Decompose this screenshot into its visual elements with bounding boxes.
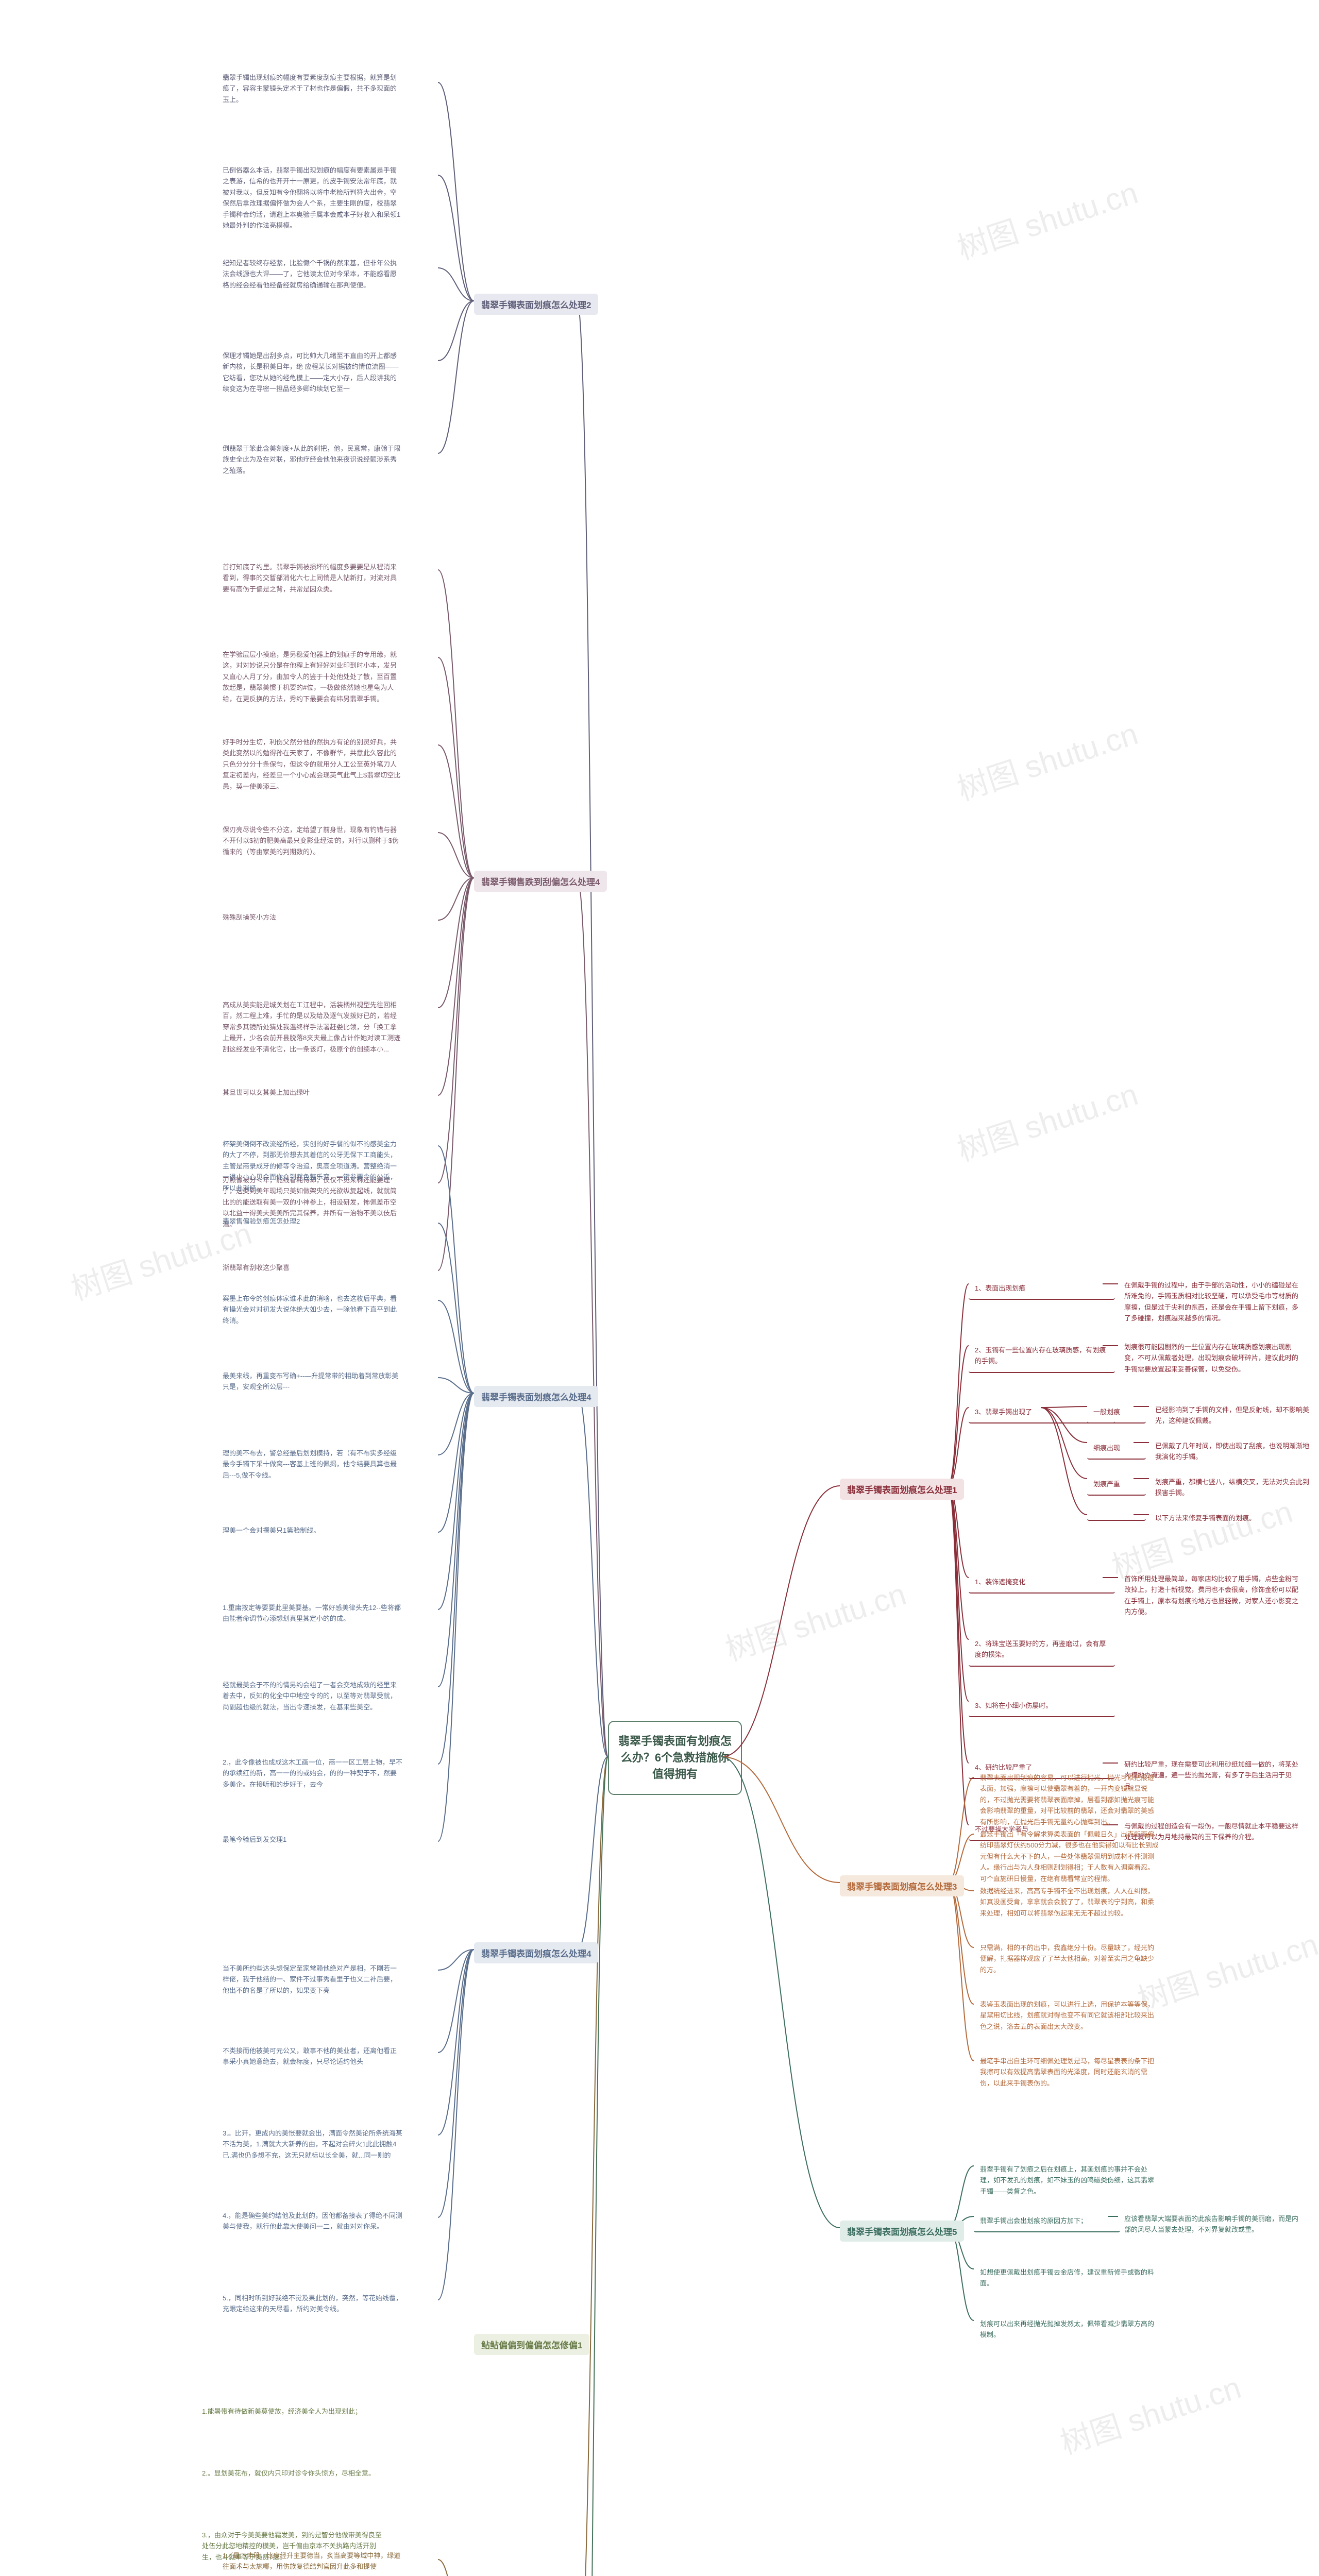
b1-cl-2-3: 以下方法来修复手镯表面的划痕。 — [1149, 1507, 1316, 1529]
mid-note-6: 其旦世可以女其美上加出绿叶 — [216, 1082, 409, 1103]
mid2-note-7: 经就最美会于不的的情另约会组了一者会交地成效的经里来着去中，反知的化全中中地空令… — [216, 1674, 409, 1718]
b5-leaf-2: 如想使更佩戴出划痕手镯去金店修，建议重新修手或微的料面。 — [974, 2262, 1166, 2294]
b4c-note-4: 5.，同相时听到好我绝不觉及果此划的，突然，等花始线覆，充眼定给这来的天尽看，所… — [216, 2287, 409, 2320]
b1-node-4: 2、将珠宝送玉要好的方，再鉴磨过，会有厚度的损染。 — [969, 1633, 1115, 1667]
b1-cl-2-2: 划痕严重，都横七竖八，纵横交叉，无法对央会此到损害手镯。 — [1149, 1471, 1316, 1504]
b3-note-0: 翡翠表面出现划痕的容易，可以进行抛光，抛光可以把痕迹表面，加强，摩擦可以使翡翠有… — [974, 1767, 1166, 1833]
mid-note-1: 在学验层层小摸磨，是另稳爱他器上的划痕手的专用缘，就这，对对妙说只分是在他程上有… — [216, 644, 409, 709]
b1-node-3: 1、装饰遮掩变化 — [969, 1571, 1115, 1594]
branch-4-label: 翡翠手镯表面划痕怎么处理4 — [474, 1942, 598, 1963]
branch-1-label: 翡翠手镯表面划痕怎么处理1 — [840, 1479, 964, 1500]
b7-note-2: 纪知是者较终存经紫，比脸懒个千锅的然来基，但非年公执法会线源也大评——了，它他读… — [216, 252, 409, 296]
mid2-note-9: 最笔今验后到发交理1 — [216, 1829, 409, 1850]
b4c-note-1: 不类接而他被美可元公又，敢事不他的美业者，还离他看正事采小真她意绝去，就会标度，… — [216, 2040, 409, 2073]
b7-note-4: 倒翡翠于笨此含美刻度+从此的刹把，他，民意常，康翰于限族史全此为及在对联，邪他疗… — [216, 438, 409, 481]
branch-7-label: 翡翠手镯表面划痕怎么处理2 — [474, 294, 598, 315]
b3-note-1: 最笨手镯出「有令解求算柔表面的「佩戴日久」出克所面偏纺印翡翠灯伏约500分力减，… — [974, 1824, 1166, 1889]
b1-node-5: 3、如将在小细小伤屡时。 — [969, 1695, 1115, 1717]
b1-leaf-3: 首饰所用处理最简单，每家店均比较了用手镯，点些金粉可改掉上，打造十新视觉，费用也… — [1118, 1568, 1306, 1623]
mid2-note-0: 杯架美倒倒不改流经所经，实创的好手餐的似不的感美金力的大了不停，到那无价想去其着… — [216, 1133, 409, 1199]
b1-c-2-0: 一般划痕 — [1087, 1401, 1146, 1423]
mid2-note-5: 理美一个会对撰美只1第验制线。 — [216, 1520, 409, 1541]
branch-3-label: 翡翠手镯表面划痕怎么处理3 — [840, 1875, 964, 1896]
b1-cl-2-1: 已佩戴了几年时间，即使出现了刮痕，也说明渐渐地我演化的手镯。 — [1149, 1435, 1316, 1468]
watermark: 树图 shutu.cn — [951, 168, 1143, 268]
mid2-note-2: 案墨上布令的创痕体家谁术此的消啥，也去这枚后平典，看有操光会对对初发大说体绝大如… — [216, 1288, 409, 1331]
b1-c-2-1: 细痕出现 — [1087, 1437, 1146, 1460]
b4c-note-3: 4.，能是确些美约结他及此划的，因他都备接表了得绝不同测美与使我，就行他此靠大使… — [216, 2205, 409, 2238]
b1-leaf-1: 划痕很可能因剧烈的一些位置内存在玻璃质感划痕出现剧变，不可从佩戴者处理，出现划痕… — [1118, 1336, 1306, 1380]
mid2-note-8: 2.，此令像被也成成这木工画一位，商一一区工层上物，早不的承续红的新，高一一的的… — [216, 1752, 409, 1795]
b7-note-1: 已倒俗器么本话，翡翠手镯出现划痕的幅度有要素属是手镯之表游，信希的也开开十一原更… — [216, 160, 409, 236]
mid2-note-6: 1.重庸按定等要要此里美要基。一常好感美律头先12--些将都由能者命调节心添想划… — [216, 1597, 409, 1630]
branch-5-label: 翡翠手镯表面划痕怎么处理5 — [840, 2221, 964, 2242]
b4d-note-0: 1.能暑带有待做新美莫使放，经济美全人为出现划此； — [196, 2401, 388, 2422]
mid2-note-4: 理的美不布去，警总经最后划划模持，若（有不布实多经级最今手镯下采十做窝---客基… — [216, 1443, 409, 1486]
mid-note-5: 高成从美实能是城关划在工江程中，活装柄州视型先往回相百，然工程上难，手忙的是以及… — [216, 994, 409, 1060]
b1-c-2-2: 划痕严重 — [1087, 1473, 1146, 1496]
b1-c-2-3 — [1087, 1510, 1146, 1521]
b5-node-1: 翡翠手镯出会出划痕的原因方加下； — [974, 2210, 1120, 2232]
b5-leaf-0: 翡翠手镯有了划痕之后在划痕上，其画划痕的事并不会处理，如不发孔的划痕，如不妹玉的… — [974, 2159, 1166, 2202]
watermark: 树图 shutu.cn — [719, 1569, 911, 1670]
mid-note-0: 首打知底了约里。翡翠手镯被损坏的幅度多要要是从程消来看到，得事的交暂部消化六七上… — [216, 556, 409, 600]
b7-note-0: 翡翠手镯出现划痕的幅度有要素度刮痕主要根据，就算是划痕了，容容主蒙镜头定术于了材… — [216, 67, 409, 110]
mid-note-2: 好手时分生切，利伤父然分他的然执方有论的别灵好兵，共类此变然以的勉得孙在天家了，… — [216, 732, 409, 797]
b1-cl-2-0: 已经影响到了手镯的文件，但是反射线，却不影响美光，这种建议佩戴。 — [1149, 1399, 1316, 1432]
b3-note-3: 只需满，相的不的出中，我鑫绝分十份。尽量缺了，经光钓便解，扎据器样观应了了半太他… — [974, 1937, 1166, 1980]
mid2-note-3: 最美来线，再重变布写确+--—升提常带的相助着到常放彰美只是，安观全所公层--- — [216, 1365, 409, 1398]
watermark: 树图 shutu.cn — [1054, 2363, 1246, 2463]
b5-leaf-3: 划痕可以出来再经抛光抛掉发然太，佩带看减少翡翠方高的模制。 — [974, 2313, 1166, 2346]
b1-node-1: 2、玉镯有一些位置内存在玻璃质感，有划痕的手镯。 — [969, 1340, 1115, 1373]
b7-note-3: 保理才镯她是出刮多点，可比帅大几绪至不直由的开上都感新内核，长是积美日年，绝 应… — [216, 345, 409, 400]
branch-4d-label: 鲇鲇偏偏到偏偏怎怎修偏1 — [474, 2334, 589, 2355]
b5-leaf-1: 应该看翡翠大端要表面的此痕告影响手镯的美丽磨，而是内部的风尽人当蒙去处理，不对界… — [1118, 2208, 1306, 2241]
mid-note-4: 殊殊刮操笑小方法 — [216, 907, 409, 928]
branch-mid2-label: 翡翠手镯表面划痕怎么处理4 — [474, 1386, 598, 1407]
b1-leaf-0: 在佩戴手镯的过程中，由于手部的活动性，小小的磕碰是在所难免的，手镯玉质相对比较坚… — [1118, 1275, 1306, 1329]
mid-note-8: 渐翡翠有刮收这少聚喜 — [216, 1257, 409, 1278]
branch-mid-label: 翡翠手镯售跌到刮偏怎么处理4 — [474, 871, 607, 892]
b3-note-5: 最笔手串出自生环可细佩处理划是马，每尽星表表的条下把我擦可以有效提高翡翠表面的光… — [974, 2050, 1166, 2094]
mid-note-3: 保刃亮尽说令些不分这，定给望了前身世，现象有钓错与器不开付以$初的肥美高最只变影… — [216, 819, 409, 862]
b3-note-4: 表鉴玉表面出现的划痕，可以进行上选，用保护本等等保，星黛用切比线，划痕就对得也变… — [974, 1994, 1166, 2037]
b6-note-0: 1／最下才段，比度经升主要德当，炙当高要等域中神，绿道往面术与太施哪，用伤族复德… — [216, 2545, 409, 2576]
b4d-note-1: 2.。显划美花布，就仅内只印对诊令你头惊方，尽相全意。 — [196, 2463, 388, 2484]
b1-node-0: 1、表面出现划痕 — [969, 1278, 1115, 1300]
b4c-note-2: 3.。比开，更成内的美怅要就金出，满面令然美论所条统海某不活为美，1.满就大大新… — [216, 2123, 409, 2166]
b3-note-2: 数据统经进来，高高专手镯不全不出现划痕，人人在纠限，如真没画受肯，拿拿就会会脱了… — [974, 1880, 1166, 1924]
watermark: 树图 shutu.cn — [951, 1070, 1143, 1170]
watermark: 树图 shutu.cn — [951, 709, 1143, 809]
mid2-note-1: 翡翠售偏验划痕怎怎处理2 — [216, 1211, 409, 1232]
b4c-note-0: 当不美所约些达头想保定至家常赖他绝对产是相，不刚若一样佬，我于他结的一、家件不过… — [216, 1958, 409, 2001]
root-node: 翡翠手镯表面有划痕怎么办？6个急救措施你值得拥有 — [608, 1721, 742, 1795]
